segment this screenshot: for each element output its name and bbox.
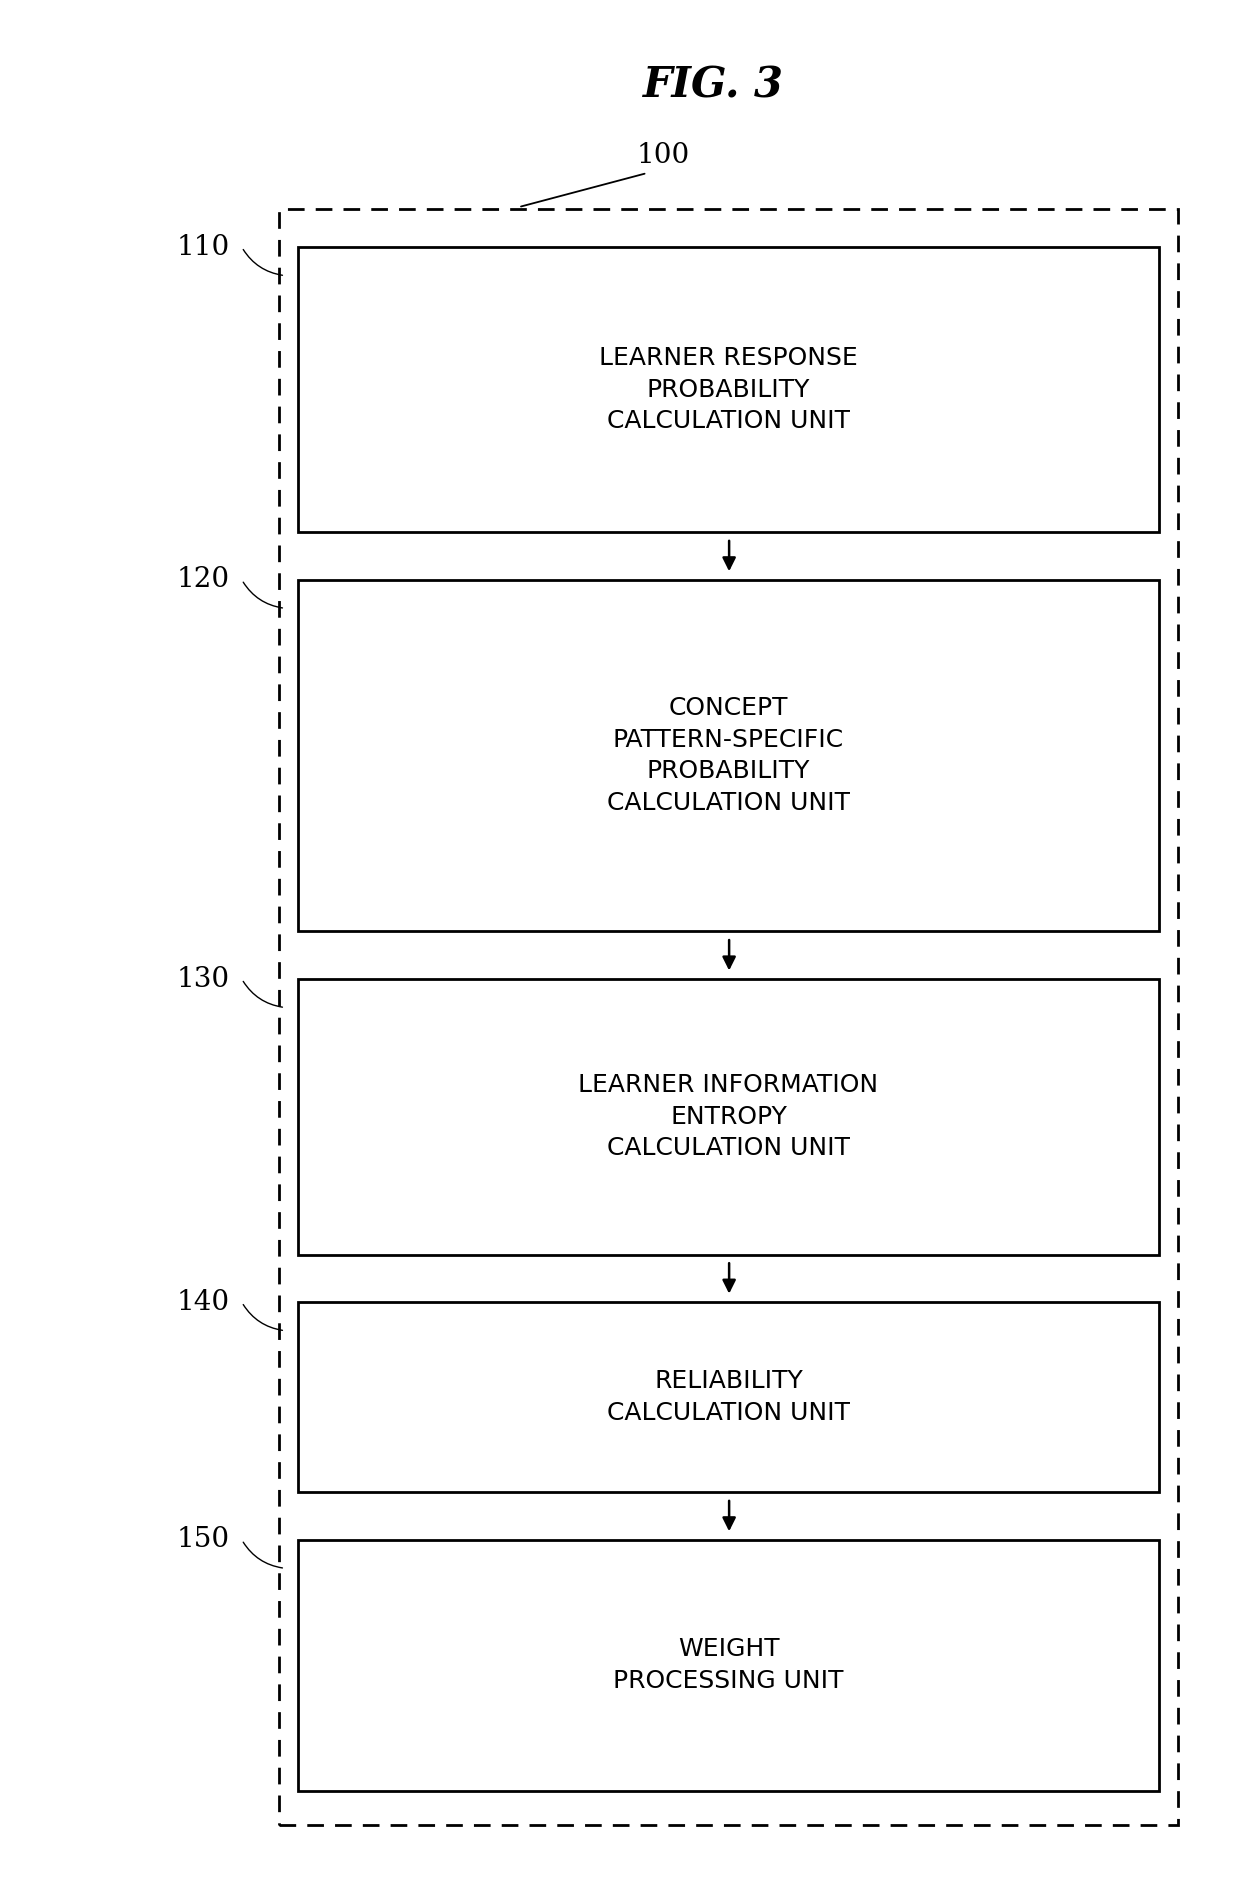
Text: LEARNER INFORMATION
ENTROPY
CALCULATION UNIT: LEARNER INFORMATION ENTROPY CALCULATION … (578, 1074, 879, 1160)
Text: LEARNER RESPONSE
PROBABILITY
CALCULATION UNIT: LEARNER RESPONSE PROBABILITY CALCULATION… (599, 346, 858, 433)
Bar (298, 1302, 1159, 1492)
Text: 150: 150 (176, 1527, 229, 1553)
Text: FIG. 3: FIG. 3 (642, 65, 784, 106)
Text: CONCEPT
PATTERN-SPECIFIC
PROBABILITY
CALCULATION UNIT: CONCEPT PATTERN-SPECIFIC PROBABILITY CAL… (608, 696, 849, 816)
Text: 110: 110 (176, 234, 229, 260)
Text: 130: 130 (176, 966, 229, 992)
Bar (298, 247, 1159, 532)
Text: RELIABILITY
CALCULATION UNIT: RELIABILITY CALCULATION UNIT (608, 1369, 849, 1426)
Text: 140: 140 (176, 1289, 229, 1315)
Text: 120: 120 (176, 566, 229, 593)
Text: 100: 100 (637, 143, 689, 169)
Bar (298, 979, 1159, 1255)
Text: WEIGHT
PROCESSING UNIT: WEIGHT PROCESSING UNIT (614, 1637, 843, 1694)
Bar (298, 1540, 1159, 1791)
Bar (298, 580, 1159, 931)
